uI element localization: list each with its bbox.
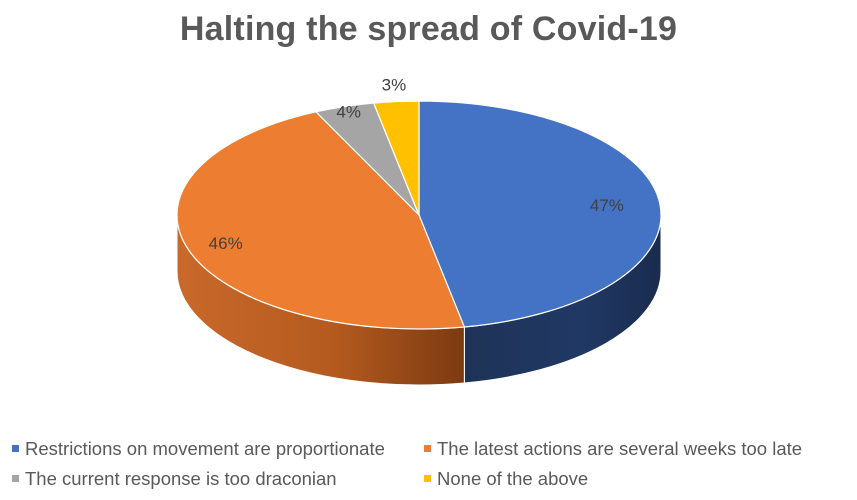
pie-slice-yellow — [372, 100, 420, 216]
legend-item-restrictions: Restrictions on movement are proportiona… — [12, 438, 385, 460]
legend-label: Restrictions on movement are proportiona… — [25, 438, 385, 459]
legend-label: The current response is too draconian — [25, 468, 337, 489]
legend: Restrictions on movement are proportiona… — [12, 438, 852, 498]
data-label-blue: 47% — [590, 196, 624, 215]
legend-swatch-yellow — [424, 474, 431, 482]
data-label-yellow: 3% — [382, 76, 407, 95]
chart-title: Halting the spread of Covid-19 — [179, 10, 678, 48]
legend-label: None of the above — [437, 468, 589, 489]
legend-item-draconian: The current response is too draconian — [12, 468, 337, 490]
pie-chart: 47% 46% 4% 3% — [176, 76, 662, 386]
legend-swatch-orange — [424, 444, 431, 452]
legend-label: The latest actions are several weeks too… — [437, 438, 803, 459]
data-label-orange: 46% — [209, 234, 243, 253]
pie-slice-orange — [176, 111, 466, 330]
legend-swatch-blue — [12, 444, 19, 452]
pie-slice-blue — [418, 100, 662, 328]
data-label-gray: 4% — [336, 103, 361, 122]
legend-swatch-gray — [12, 474, 19, 482]
legend-item-none: None of the above — [424, 468, 588, 490]
legend-item-latest-actions: The latest actions are several weeks too… — [424, 438, 802, 460]
